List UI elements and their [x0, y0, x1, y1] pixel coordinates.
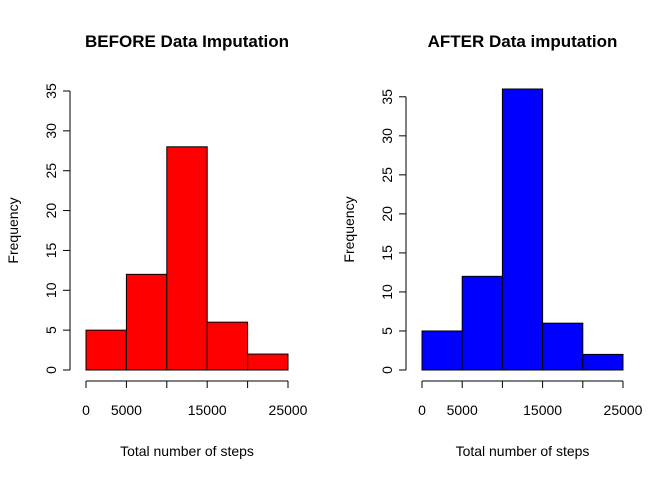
after-x-axis-label: Total number of steps: [456, 443, 590, 459]
after-histogram-bar: [421, 330, 463, 371]
before-x-axis-label: Total number of steps: [120, 443, 254, 459]
after-y-tick-label: 10: [379, 284, 395, 300]
after-histogram-bar: [461, 275, 503, 371]
before-y-tick-label: 10: [43, 282, 59, 298]
after-y-tick-label: 5: [379, 327, 395, 335]
after-x-tick-label: 5000: [447, 402, 478, 418]
after-y-tick-label: 15: [379, 245, 395, 261]
before-y-tick-label: 0: [43, 366, 59, 374]
before-imputation-panel: BEFORE Data Imputation 0 5 10 15 20 25 30 35 0 500…: [5, 32, 308, 459]
after-y-tick-label: 20: [379, 206, 395, 222]
before-histogram-bar: [206, 321, 249, 371]
before-x-tick-label: 0: [82, 402, 90, 418]
after-histogram-bar: [542, 322, 584, 371]
after-y-tick-label: 30: [379, 128, 395, 144]
after-histogram-bar: [501, 88, 544, 371]
before-x-tick-label: 5000: [111, 402, 142, 418]
before-x-tick-label: 15000: [188, 402, 227, 418]
before-y-tick-label: 15: [43, 242, 59, 258]
before-y-tick-label: 30: [43, 123, 59, 139]
after-y-tick-label: 35: [379, 89, 395, 105]
after-x-tick-label: 25000: [604, 402, 643, 418]
before-histogram-bar: [125, 273, 168, 371]
after-x-tick-label: 15000: [523, 402, 562, 418]
before-histogram-bar: [166, 146, 208, 371]
before-y-tick-label: 5: [43, 326, 59, 334]
after-chart-title: AFTER Data imputation: [428, 32, 618, 51]
after-x-tick-label: 0: [418, 402, 426, 418]
after-y-tick-label: 25: [379, 167, 395, 183]
before-histogram-bar: [247, 353, 289, 371]
before-y-tick-label: 20: [43, 203, 59, 219]
before-y-axis-label: Frequency: [5, 197, 21, 263]
before-y-tick-label: 25: [43, 163, 59, 179]
after-y-axis-label: Frequency: [341, 196, 357, 262]
after-histogram-bar: [582, 353, 624, 371]
before-x-tick-label: 25000: [269, 402, 308, 418]
before-histogram-bar: [85, 329, 127, 371]
after-imputation-panel: AFTER Data imputation 0 5 10 15 20 25 30 35 0 5000…: [341, 32, 643, 459]
before-chart-title: BEFORE Data Imputation: [85, 32, 289, 51]
after-y-tick-label: 0: [379, 366, 395, 374]
before-y-tick-label: 35: [43, 83, 59, 99]
